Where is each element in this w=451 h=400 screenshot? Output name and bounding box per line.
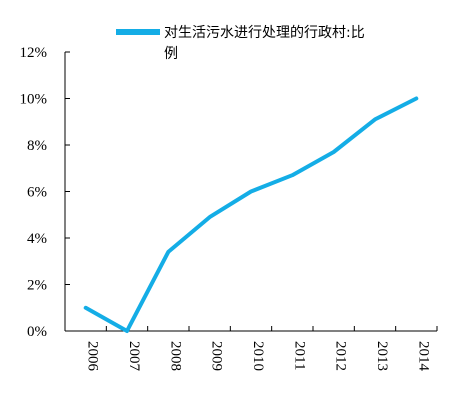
legend-label-line2: 例 bbox=[164, 46, 178, 62]
x-tick-label: 2013 bbox=[374, 341, 390, 371]
y-tick-label: 0% bbox=[27, 324, 47, 340]
y-tick-label: 8% bbox=[27, 138, 47, 154]
x-tick-label: 2014 bbox=[415, 341, 431, 372]
y-tick-label: 12% bbox=[20, 45, 48, 61]
y-tick-label: 4% bbox=[27, 231, 47, 247]
x-tick-label: 2009 bbox=[209, 341, 225, 371]
x-tick-label: 2012 bbox=[333, 341, 349, 371]
x-tick-label: 2010 bbox=[250, 341, 266, 371]
x-tick-label: 2008 bbox=[167, 341, 183, 371]
y-axis: 0% 2% 4% 6% 8% 10% 12% bbox=[20, 45, 70, 340]
legend-label-line1: 对生活污水进行处理的行政村:比 bbox=[164, 25, 365, 41]
x-tick-label: 2006 bbox=[85, 341, 101, 372]
x-tick-label: 2011 bbox=[291, 341, 307, 370]
series-line bbox=[83, 96, 419, 333]
legend: 对生活污水进行处理的行政村:比 例 bbox=[116, 25, 365, 62]
plot-area bbox=[83, 96, 419, 333]
x-axis: 2006 2007 2008 2009 2010 2011 2012 2013 2014 bbox=[64, 326, 438, 372]
y-tick-label: 10% bbox=[20, 92, 48, 108]
y-tick-label: 2% bbox=[27, 278, 47, 294]
x-tick-label: 2007 bbox=[126, 341, 142, 372]
y-tick-label: 6% bbox=[27, 185, 47, 201]
